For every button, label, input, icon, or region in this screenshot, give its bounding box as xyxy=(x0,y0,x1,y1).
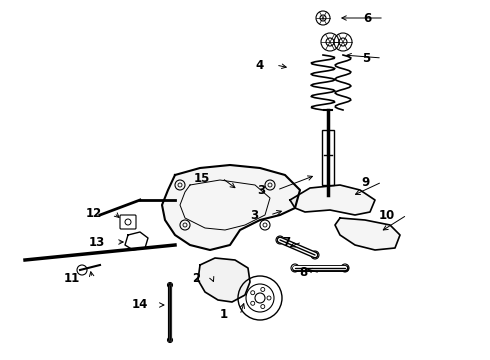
Text: 10: 10 xyxy=(379,208,395,221)
Polygon shape xyxy=(335,218,400,250)
Text: 3: 3 xyxy=(257,184,265,197)
Text: 7: 7 xyxy=(282,235,290,248)
Circle shape xyxy=(311,251,319,259)
Text: 6: 6 xyxy=(364,12,372,24)
Text: 13: 13 xyxy=(89,235,105,248)
Text: 11: 11 xyxy=(64,271,80,284)
Circle shape xyxy=(341,264,349,272)
Bar xyxy=(322,130,334,185)
Text: 5: 5 xyxy=(362,51,370,64)
Text: 8: 8 xyxy=(300,266,308,279)
Polygon shape xyxy=(162,165,300,250)
Text: 15: 15 xyxy=(194,171,210,185)
Text: 14: 14 xyxy=(132,298,148,311)
Circle shape xyxy=(276,236,284,244)
Polygon shape xyxy=(198,258,250,302)
Text: 1: 1 xyxy=(220,309,228,321)
Text: 2: 2 xyxy=(192,271,200,284)
Text: 12: 12 xyxy=(86,207,102,220)
Text: 3: 3 xyxy=(250,208,258,221)
Text: 4: 4 xyxy=(256,59,264,72)
Polygon shape xyxy=(290,185,375,215)
Text: 9: 9 xyxy=(362,176,370,189)
Circle shape xyxy=(291,264,299,272)
